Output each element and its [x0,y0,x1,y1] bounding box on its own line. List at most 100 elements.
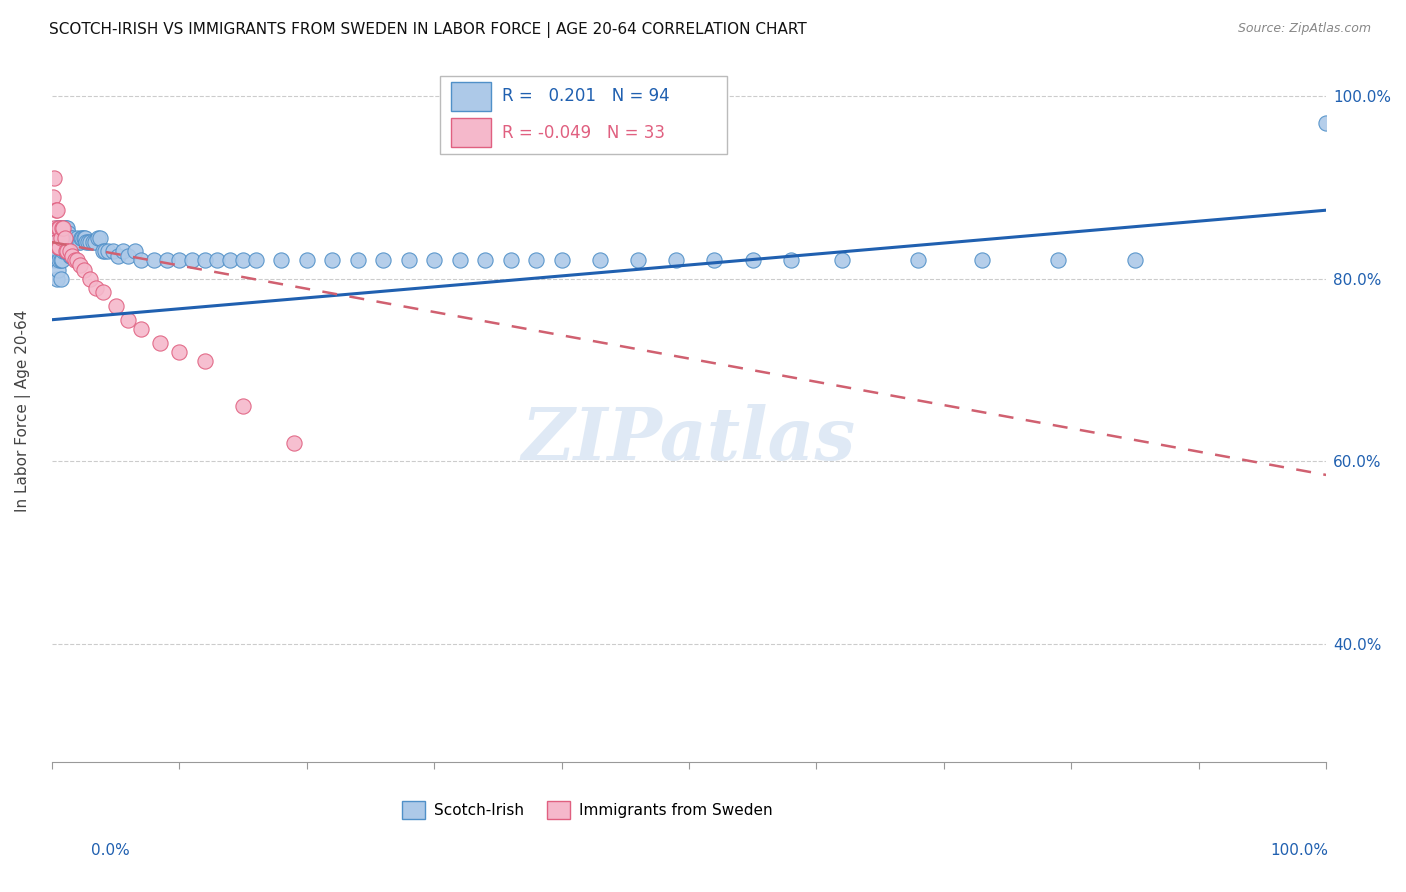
Point [97,244,120,259]
Point [45,235,67,249]
Point [59,244,82,259]
Point [45,244,67,259]
Point [550,253,572,268]
Point [49,253,72,268]
Point [104,299,127,313]
FancyBboxPatch shape [451,81,492,112]
Point [270,253,292,268]
Point [59,230,82,244]
Point [45,253,67,268]
Point [321,253,343,268]
Point [55,244,77,259]
Point [73,230,96,244]
Point [112,244,135,259]
Point [45,203,67,218]
Point [56,244,79,259]
Point [58,226,80,240]
Point [45,271,67,285]
Point [58,244,80,259]
Point [245,253,267,268]
Point [194,253,217,268]
Point [52,226,75,240]
Text: R = -0.049   N = 33: R = -0.049 N = 33 [502,123,665,142]
Point [46,221,69,235]
FancyBboxPatch shape [451,118,492,147]
Point [346,253,368,268]
Point [780,253,803,268]
Point [53,244,76,259]
Point [45,235,67,249]
Point [53,221,76,235]
Point [51,253,73,268]
Point [232,253,254,268]
Point [181,253,204,268]
Point [155,253,177,268]
Point [51,221,73,235]
Point [59,230,82,244]
Point [970,253,993,268]
Point [66,253,89,268]
Point [65,235,87,249]
Point [423,253,446,268]
Point [69,258,91,272]
FancyBboxPatch shape [440,76,727,154]
Point [474,253,496,268]
Point [398,253,420,268]
Text: R =   0.201   N = 94: R = 0.201 N = 94 [502,87,669,105]
Point [232,400,254,414]
Point [207,253,229,268]
Point [907,253,929,268]
Point [73,262,96,277]
Point [129,322,152,336]
Point [142,253,165,268]
Point [63,235,86,249]
Point [524,253,547,268]
Point [70,230,93,244]
Point [219,253,242,268]
Point [45,203,67,218]
Point [101,244,124,259]
Point [55,244,77,259]
Point [91,244,114,259]
Point [46,244,69,259]
Point [589,253,612,268]
Point [51,235,73,249]
Point [124,244,146,259]
Point [60,230,83,244]
Point [42,189,65,203]
Point [69,235,91,249]
Point [499,253,522,268]
Point [59,249,82,263]
Point [1315,116,1337,130]
Point [72,230,94,244]
Point [283,436,305,450]
Point [56,244,79,259]
Point [167,253,190,268]
Text: 100.0%: 100.0% [1271,843,1329,858]
Point [194,354,217,368]
Point [89,230,111,244]
Point [107,249,129,263]
Point [48,235,70,249]
Point [831,253,853,268]
Point [45,221,67,235]
Text: SCOTCH-IRISH VS IMMIGRANTS FROM SWEDEN IN LABOR FORCE | AGE 20-64 CORRELATION CH: SCOTCH-IRISH VS IMMIGRANTS FROM SWEDEN I… [49,22,807,38]
Point [49,235,72,249]
Point [46,221,69,235]
Point [52,244,75,259]
Point [1123,253,1146,268]
Point [49,221,72,235]
Point [49,271,72,285]
Point [46,240,69,254]
Point [67,235,90,249]
Point [94,244,117,259]
Y-axis label: In Labor Force | Age 20-64: In Labor Force | Age 20-64 [15,310,31,512]
Point [741,253,763,268]
Point [79,271,101,285]
Point [48,221,70,235]
Point [117,312,139,326]
Text: 0.0%: 0.0% [91,843,131,858]
Point [84,235,107,249]
Point [49,230,72,244]
Point [44,171,66,186]
